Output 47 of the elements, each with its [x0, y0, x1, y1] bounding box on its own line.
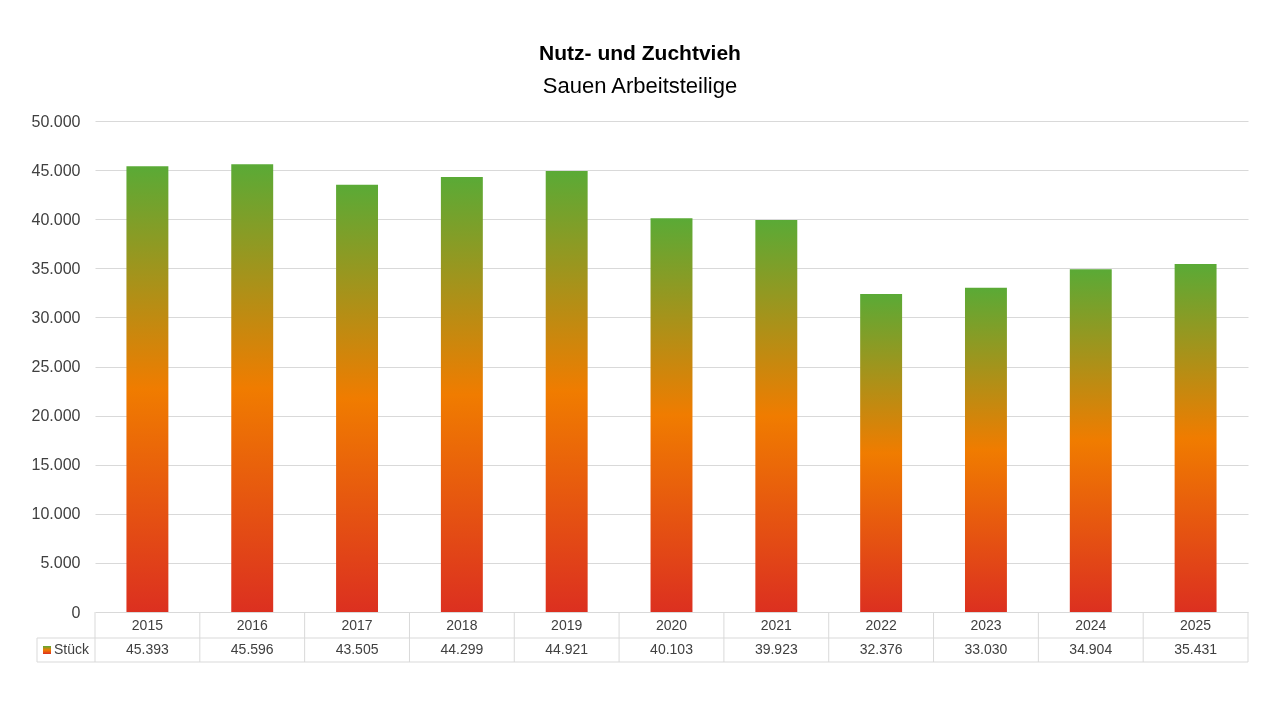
- data-label: 40.103: [650, 641, 694, 657]
- y-tick-label: 40.000: [31, 210, 81, 228]
- bar: [755, 219, 798, 612]
- y-tick-label: 5.000: [40, 554, 81, 572]
- x-tick-label: 2017: [341, 616, 373, 633]
- bar: [1174, 264, 1217, 612]
- bar: [440, 176, 483, 612]
- bar: [1069, 269, 1112, 612]
- bar: [545, 170, 588, 612]
- data-label: 35.431: [1174, 641, 1218, 657]
- data-label: 33.030: [964, 641, 1008, 657]
- bar: [126, 166, 169, 612]
- y-tick-label: 45.000: [31, 161, 81, 179]
- bar: [860, 294, 903, 612]
- y-tick-label: 30.000: [31, 308, 81, 326]
- bar: [231, 164, 274, 612]
- x-tick-label: 2016: [236, 616, 269, 633]
- y-tick-label: 0: [71, 603, 81, 621]
- y-tick-label: 20.000: [31, 407, 81, 425]
- data-label: 45.596: [230, 641, 274, 657]
- x-tick-label: 2015: [131, 616, 164, 633]
- y-tick-label: 15.000: [31, 456, 81, 474]
- y-tick-label: 35.000: [31, 259, 81, 277]
- data-label: 43.505: [335, 641, 379, 657]
- bar: [650, 218, 693, 612]
- y-tick-label: 10.000: [31, 505, 81, 523]
- legend-label: Stück: [54, 641, 91, 657]
- bar: [964, 287, 1007, 612]
- y-tick-label: 25.000: [31, 358, 81, 375]
- data-label: 45.393: [126, 641, 170, 657]
- y-tick-label: 50.000: [31, 112, 81, 130]
- bar: [336, 184, 379, 612]
- x-tick-label: 2019: [551, 616, 583, 633]
- x-tick-label: 2018: [446, 616, 478, 633]
- data-label: 34.904: [1069, 641, 1113, 657]
- x-tick-label: 2021: [760, 616, 793, 633]
- data-label: 44.921: [545, 641, 589, 657]
- chart-subtitle: Sauen Arbeitsteilige: [542, 73, 738, 98]
- x-tick-label: 2020: [655, 616, 688, 633]
- x-tick-label: 2022: [865, 616, 897, 633]
- x-tick-label: 2025: [1180, 616, 1212, 633]
- x-tick-label: 2024: [1075, 616, 1107, 633]
- x-tick-label: 2023: [970, 616, 1002, 633]
- chart-title: Nutz- und Zuchtvieh: [539, 41, 741, 64]
- data-label: 39.923: [754, 641, 798, 657]
- data-label: 44.299: [440, 641, 484, 657]
- data-label: 32.376: [859, 641, 903, 657]
